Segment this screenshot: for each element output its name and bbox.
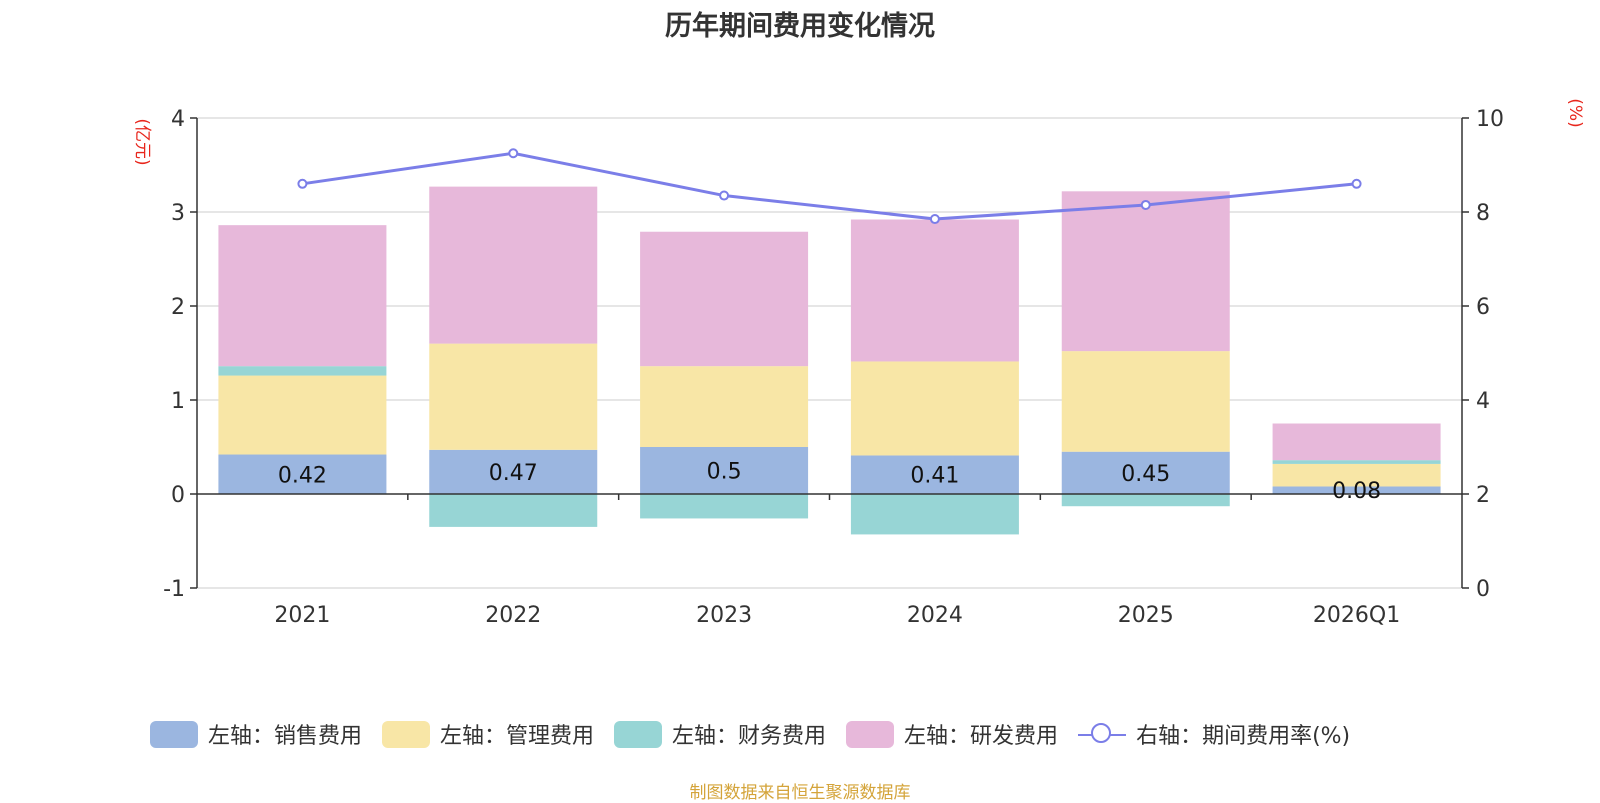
bar-2021-series-0 <box>218 454 387 494</box>
legend-item-rd[interactable]: 左轴：研发费用 <box>846 718 1058 750</box>
legend-item-expense-rate[interactable]: 右轴：期间费用率(%) <box>1078 718 1350 750</box>
expense-rate-point <box>297 178 308 189</box>
legend-swatch-sales <box>150 720 198 748</box>
legend-swatch-expense-rate <box>1078 721 1127 748</box>
bar-2026Q1-series-2 <box>1272 460 1441 464</box>
left-axis-tick-label: 4 <box>171 107 185 132</box>
legend-item-sales[interactable]: 左轴：销售费用 <box>150 718 362 750</box>
right-axis-tick-label: 0 <box>1476 577 1490 602</box>
bar-2024-series-2 <box>850 494 1019 535</box>
expense-rate-line <box>302 151 1357 221</box>
x-axis-label: 2021 <box>274 603 330 628</box>
bar-2026Q1-series-0 <box>1272 486 1441 494</box>
bar-2022-series-0 <box>429 449 598 494</box>
expense-rate-point <box>719 190 730 201</box>
bar-2021-series-1 <box>218 375 387 455</box>
right-axis-unit: (%) <box>1565 98 1585 127</box>
x-axis-label: 2024 <box>907 603 963 628</box>
legend-item-admin[interactable]: 左轴：管理费用 <box>382 718 594 750</box>
right-axis-tick-label: 4 <box>1476 389 1490 414</box>
bar-2022-series-2 <box>429 494 598 527</box>
right-axis-tick-label: 6 <box>1476 295 1490 320</box>
bar-2025-series-0 <box>1061 451 1230 494</box>
x-axis-label: 2026Q1 <box>1313 603 1400 628</box>
bar-2024-series-1 <box>850 361 1019 456</box>
x-axis-label: 2022 <box>485 603 541 628</box>
x-axis-label: 2023 <box>696 603 752 628</box>
bar-2023-series-3 <box>640 231 809 367</box>
legend-label-sales: 左轴：销售费用 <box>208 724 363 749</box>
left-axis-unit: (亿元) <box>132 118 152 165</box>
data-label-sales: 0.08 <box>1332 479 1381 504</box>
legend-label-admin: 左轴：管理费用 <box>440 724 595 749</box>
right-axis-tick-label: 10 <box>1476 107 1504 132</box>
data-label-sales: 0.47 <box>489 461 538 486</box>
legend: 左轴：销售费用 左轴：管理费用 左轴：财务费用 左轴：研发费用 右轴：期间费用率… <box>150 718 1370 750</box>
bar-2026Q1-series-3 <box>1272 423 1441 461</box>
left-axis-tick-label: -1 <box>163 577 185 602</box>
bar-2026Q1-series-1 <box>1272 463 1441 487</box>
expense-rate-point <box>1351 178 1362 189</box>
expense-rate-point <box>929 214 940 225</box>
left-axis-tick-label: 2 <box>171 295 185 320</box>
bar-2023-series-2 <box>640 494 809 519</box>
right-axis-tick-label: 2 <box>1476 483 1490 508</box>
legend-swatch-rd <box>846 720 895 748</box>
bar-2021-series-3 <box>218 225 387 367</box>
legend-label-expense-rate: 右轴：期间费用率(%) <box>1136 724 1351 749</box>
bar-2023-series-1 <box>640 366 809 447</box>
data-label-sales: 0.42 <box>278 463 327 488</box>
left-axis-tick-label: 1 <box>171 389 185 414</box>
expense-rate-point <box>508 148 519 159</box>
bar-2024-series-3 <box>850 219 1019 362</box>
bar-2022-series-3 <box>429 186 598 344</box>
legend-swatch-admin <box>382 720 431 748</box>
left-axis-tick-label: 0 <box>171 483 185 508</box>
data-label-sales: 0.41 <box>910 464 959 489</box>
legend-label-finance: 左轴：财务费用 <box>672 724 827 749</box>
chart-title: 历年期间费用变化情况 <box>665 11 935 42</box>
bar-2024-series-0 <box>850 455 1019 494</box>
bar-2025-series-2 <box>1061 494 1230 507</box>
data-label-sales: 0.5 <box>707 460 742 485</box>
x-axis-label: 2025 <box>1118 603 1174 628</box>
bar-2025-series-1 <box>1061 351 1230 452</box>
data-label-sales: 0.45 <box>1121 462 1170 487</box>
bar-2025-series-3 <box>1061 191 1230 352</box>
legend-swatch-finance <box>614 720 663 748</box>
right-axis-tick-label: 8 <box>1476 201 1490 226</box>
legend-label-rd: 左轴：研发费用 <box>904 724 1059 749</box>
bar-2022-series-1 <box>429 343 598 450</box>
expense-rate-point <box>1140 199 1151 210</box>
bar-2021-series-2 <box>218 366 387 376</box>
left-axis-tick-label: 3 <box>171 201 185 226</box>
data-source-note: 制图数据来自恒生聚源数据库 <box>689 783 911 803</box>
bar-2023-series-0 <box>640 447 809 494</box>
legend-item-finance[interactable]: 左轴：财务费用 <box>614 718 826 750</box>
